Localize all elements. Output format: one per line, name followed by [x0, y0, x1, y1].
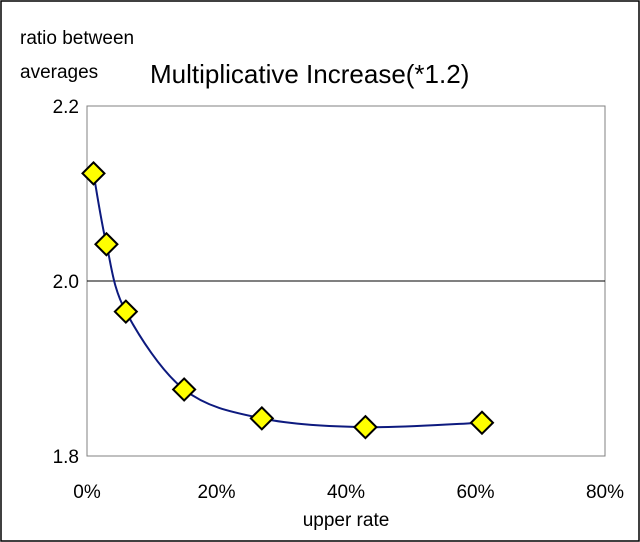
- x-tick-label: 40%: [327, 482, 365, 503]
- data-point-marker: [469, 410, 495, 436]
- y-tick-label: 2.0: [53, 272, 79, 293]
- x-tick-label: 20%: [197, 482, 235, 503]
- x-axis-label: upper rate: [303, 510, 390, 531]
- y-tick-label: 1.8: [53, 447, 79, 468]
- data-point-marker: [81, 160, 106, 186]
- y-axis-label-line2: averages: [20, 62, 98, 83]
- y-axis-label-line1: ratio between: [20, 28, 134, 49]
- data-point-marker: [249, 405, 275, 431]
- x-tick-label: 0%: [73, 482, 101, 503]
- data-point-marker: [171, 377, 197, 402]
- x-tick-label: 60%: [456, 482, 494, 503]
- data-point-marker: [113, 299, 139, 325]
- y-tick-label: 2.2: [53, 97, 79, 118]
- data-point-marker: [94, 231, 119, 257]
- chart-title: Multiplicative Increase(*1.2): [150, 59, 469, 89]
- data-point-marker: [353, 414, 378, 440]
- x-tick-label: 80%: [586, 482, 624, 503]
